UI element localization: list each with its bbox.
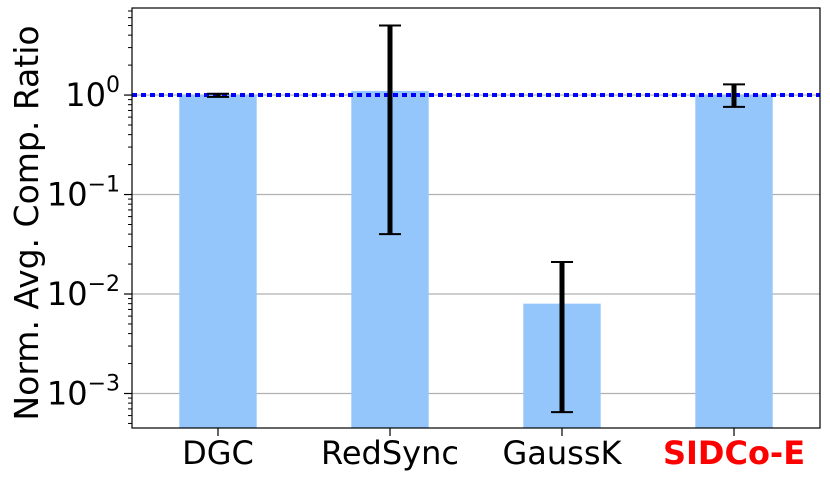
y-axis-label: Norm. Avg. Comp. Ratio: [7, 25, 46, 420]
x-tick-label: RedSync: [321, 434, 459, 472]
error-bar-layer: [207, 24, 745, 414]
bar: [179, 95, 257, 428]
x-tick-label: SIDCo-E: [663, 434, 805, 472]
y-tick-label: 10−3: [47, 372, 120, 413]
y-tick-label: 100: [65, 73, 120, 114]
bar-layer: [179, 90, 773, 428]
y-tick-label: 10−2: [47, 272, 120, 313]
axis-layer: 100 10−1 10−2 10−3 DGC RedSync GaussK SIDCo-E: [47, 7, 821, 472]
x-tick-label: DGC: [182, 434, 254, 472]
bar: [695, 95, 773, 428]
y-tick-label: 10−1: [47, 173, 120, 214]
plot-frame: [131, 7, 821, 429]
x-tick-label: GaussK: [502, 434, 622, 472]
